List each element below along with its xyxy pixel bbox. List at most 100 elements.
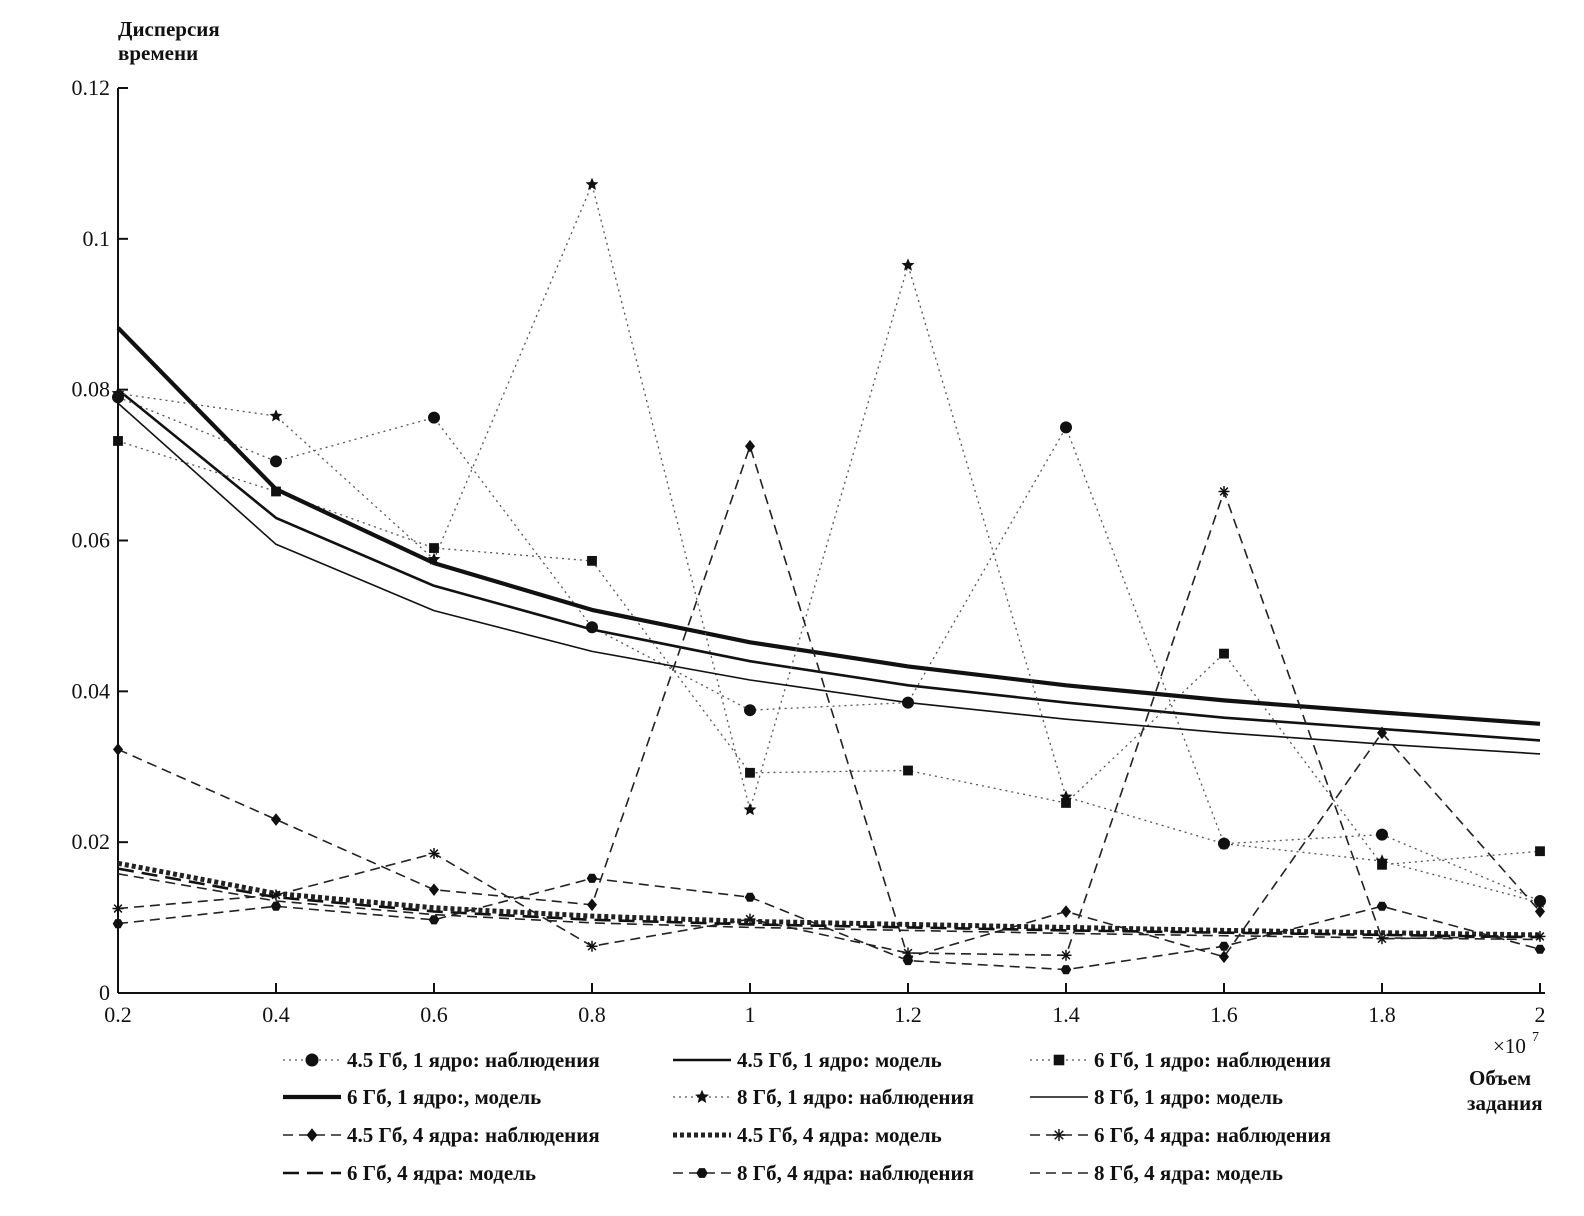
series-7-point bbox=[1060, 905, 1072, 918]
series-5-point bbox=[901, 258, 915, 271]
series-7-point bbox=[112, 743, 124, 756]
legend-label: 8 Гб, 1 ядро: наблюдения bbox=[737, 1085, 974, 1109]
legend-marker bbox=[306, 1128, 318, 1142]
series-11-point bbox=[902, 956, 914, 966]
legend: 4.5 Гб, 1 ядро: наблюдения 4.5 Гб, 1 ядро… bbox=[283, 1048, 1331, 1185]
x-axis-title-line2: задания bbox=[1467, 1091, 1543, 1115]
legend-label: 4.5 Гб, 1 ядро: модель bbox=[737, 1048, 942, 1072]
series-9-point bbox=[270, 889, 282, 901]
x-tick-label: 0.8 bbox=[578, 1002, 606, 1027]
legend-marker bbox=[696, 1168, 708, 1178]
series-9-point bbox=[1218, 485, 1230, 497]
legend-marker bbox=[1053, 1129, 1065, 1141]
series-7-point bbox=[1534, 905, 1546, 918]
series-1-point bbox=[270, 455, 282, 468]
legend-label: 4.5 Гб, 4 ядра: модель bbox=[737, 1123, 942, 1147]
x-multiplier-exponent: 7 bbox=[1532, 1030, 1539, 1045]
series-line-3 bbox=[117, 440, 1541, 866]
series-9-point bbox=[1376, 933, 1388, 945]
x-tick-label: 0.6 bbox=[420, 1002, 448, 1027]
series-5-point bbox=[585, 177, 599, 191]
series-7-point bbox=[1376, 726, 1388, 740]
series-1-point bbox=[1060, 421, 1072, 434]
series-line-12 bbox=[117, 873, 1541, 941]
series-3-point bbox=[587, 555, 597, 566]
series-7-point bbox=[1218, 950, 1230, 964]
series-11-point bbox=[1376, 901, 1388, 911]
y-tick-label: 0.06 bbox=[72, 528, 111, 553]
series-5-point bbox=[427, 552, 441, 565]
y-axis-title-line2: времени bbox=[118, 41, 198, 65]
series-1-point bbox=[586, 621, 598, 634]
series-11-point bbox=[270, 901, 282, 911]
legend-marker bbox=[695, 1089, 709, 1103]
series-line-11 bbox=[117, 877, 1541, 971]
series-line-4 bbox=[116, 326, 1541, 726]
series-1-point bbox=[1376, 828, 1388, 841]
y-tick-label: 0 bbox=[99, 980, 110, 1005]
legend-label: 6 Гб, 4 ядра: модель bbox=[347, 1161, 536, 1185]
series-line-7 bbox=[117, 445, 1541, 959]
series-7-point bbox=[586, 898, 598, 912]
x-tick-label: 1.6 bbox=[1210, 1002, 1238, 1027]
series-9-point bbox=[744, 913, 756, 925]
series-3-point bbox=[271, 486, 281, 497]
series-7-point bbox=[428, 883, 440, 896]
legend-label: 6 Гб, 1 ядро: наблюдения bbox=[1094, 1048, 1331, 1072]
series-line-1 bbox=[117, 396, 1541, 902]
series-3-point bbox=[1535, 846, 1545, 857]
series-9-point bbox=[1060, 949, 1072, 961]
y-tick-label: 0.08 bbox=[72, 377, 111, 402]
x-tick-label: 1.8 bbox=[1368, 1002, 1396, 1027]
series-11-point bbox=[1060, 965, 1072, 975]
series-9-point bbox=[428, 847, 440, 859]
series-11-point bbox=[428, 915, 440, 925]
series-7-point bbox=[744, 439, 756, 453]
series-line-8 bbox=[117, 860, 1541, 938]
y-tick-label: 0.02 bbox=[72, 829, 111, 854]
series-9-point bbox=[586, 940, 598, 952]
series-7-point bbox=[270, 813, 282, 826]
x-multiplier: ×10 bbox=[1493, 1034, 1526, 1058]
series-1-point bbox=[902, 696, 914, 709]
series-line-5 bbox=[117, 183, 1541, 904]
legend-label: 6 Гб, 1 ядро:, модель bbox=[347, 1085, 541, 1109]
series-1-point bbox=[428, 411, 440, 424]
series-line-10 bbox=[117, 867, 1541, 939]
series-3-point bbox=[745, 767, 755, 778]
legend-marker bbox=[1053, 1054, 1065, 1066]
x-tick-label: 1 bbox=[745, 1002, 756, 1027]
series-line-2 bbox=[117, 388, 1541, 742]
y-axis-title-line1: Дисперсия bbox=[118, 17, 220, 41]
legend-label: 8 Гб, 1 ядро: модель bbox=[1094, 1085, 1283, 1109]
legend-label: 8 Гб, 4 ядра: модель bbox=[1094, 1161, 1283, 1185]
x-tick-label: 2 bbox=[1535, 1002, 1546, 1027]
series-1-point bbox=[744, 704, 756, 717]
legend-label: 6 Гб, 4 ядра: наблюдения bbox=[1094, 1123, 1331, 1147]
legend-label: 4.5 Гб, 1 ядро: наблюдения bbox=[347, 1048, 600, 1072]
series-3-point bbox=[429, 543, 439, 553]
series-9-point bbox=[112, 903, 124, 915]
y-tick-label: 0.12 bbox=[72, 75, 111, 100]
series-11-point bbox=[1218, 941, 1230, 951]
series-9-point bbox=[1534, 930, 1546, 942]
series-3-point bbox=[1219, 648, 1229, 659]
series-5-point bbox=[1059, 790, 1073, 803]
series-5-point bbox=[1533, 895, 1547, 908]
x-axis-title-line1: Объем bbox=[1469, 1066, 1531, 1090]
series-11-point bbox=[586, 873, 598, 883]
legend-label: 4.5 Гб, 4 ядра: наблюдения bbox=[347, 1123, 600, 1147]
x-tick-label: 1.2 bbox=[894, 1002, 922, 1027]
series-3-point bbox=[113, 436, 123, 446]
series-3-point bbox=[903, 765, 913, 776]
series-5-point bbox=[1375, 854, 1389, 867]
series-9-point bbox=[902, 947, 914, 959]
series-11-point bbox=[112, 919, 124, 929]
series-11-point bbox=[1534, 944, 1546, 954]
series-line-9 bbox=[117, 490, 1541, 957]
series-11-point bbox=[744, 892, 756, 902]
x-tick-label: 1.4 bbox=[1052, 1002, 1080, 1027]
series-5-point bbox=[269, 409, 283, 422]
series-5-point bbox=[111, 386, 125, 399]
